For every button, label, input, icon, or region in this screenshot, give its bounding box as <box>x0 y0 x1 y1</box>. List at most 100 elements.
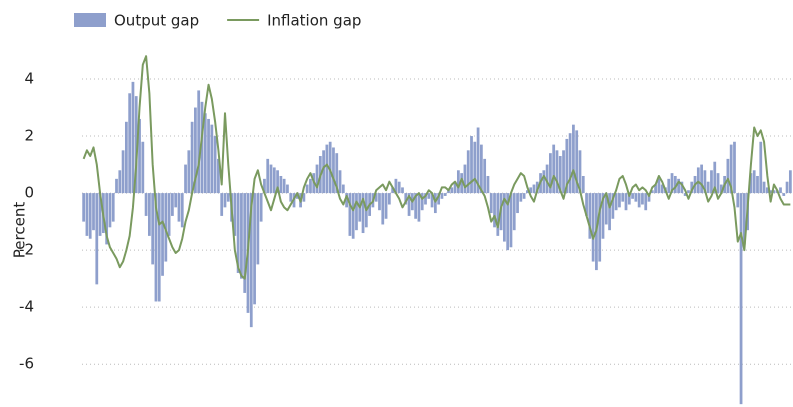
bar <box>322 150 325 194</box>
bar <box>279 175 283 194</box>
bar <box>466 150 470 194</box>
bar <box>151 193 155 265</box>
bar <box>608 193 611 231</box>
bar <box>249 193 253 328</box>
bar <box>118 170 122 194</box>
bar <box>420 193 424 211</box>
legend-label: Inflation gap <box>267 12 361 30</box>
bar <box>618 193 621 208</box>
bar <box>121 150 125 194</box>
bar <box>88 193 92 239</box>
bar <box>203 113 207 194</box>
bar <box>92 193 95 231</box>
bar <box>542 170 546 194</box>
y-tick-label: 0 <box>24 184 34 202</box>
bar <box>115 178 118 194</box>
bar <box>128 93 132 194</box>
bar <box>654 184 657 194</box>
bar <box>522 193 526 199</box>
bar <box>259 193 263 222</box>
bar <box>220 193 224 216</box>
bar <box>637 193 641 208</box>
bar <box>456 170 460 194</box>
bar <box>706 181 710 194</box>
bar <box>785 181 789 194</box>
bar <box>269 164 273 194</box>
bar <box>184 164 187 194</box>
bar <box>417 193 421 222</box>
bar <box>677 178 680 194</box>
bar <box>144 193 148 216</box>
bar <box>401 187 404 194</box>
bar <box>604 193 608 225</box>
bar <box>236 193 240 273</box>
bar <box>680 181 684 194</box>
y-tick-label: -6 <box>19 355 34 373</box>
bar <box>447 190 450 194</box>
bar <box>493 193 496 228</box>
bar <box>217 158 220 194</box>
bar <box>440 193 444 199</box>
bar <box>190 121 194 194</box>
bar <box>621 193 625 202</box>
bar <box>509 193 513 248</box>
y-axis-label: Percent <box>11 202 29 259</box>
bar <box>302 193 306 202</box>
bar <box>427 193 431 199</box>
bar <box>519 193 523 202</box>
bar <box>742 193 746 245</box>
bar <box>124 121 128 194</box>
bar <box>772 190 776 194</box>
bar <box>233 193 237 236</box>
bar <box>453 181 457 194</box>
bar <box>558 156 562 194</box>
bar <box>779 187 782 194</box>
bar <box>437 193 441 205</box>
bar <box>489 193 493 214</box>
bar <box>627 193 631 205</box>
bar <box>404 193 408 205</box>
bar <box>430 193 434 208</box>
bar <box>207 118 210 194</box>
bar <box>289 193 293 202</box>
bar <box>325 144 329 194</box>
legend-label: Output gap <box>114 12 199 30</box>
bar <box>733 141 736 194</box>
bar <box>503 193 506 242</box>
y-tick-label: 2 <box>24 127 34 145</box>
bar <box>213 136 217 194</box>
bar <box>572 124 575 194</box>
bar <box>361 193 365 234</box>
bar <box>631 193 634 199</box>
bar <box>765 187 769 194</box>
bar <box>345 193 348 208</box>
bar <box>381 193 385 225</box>
bar <box>226 193 230 202</box>
bar <box>486 175 490 194</box>
legend-swatch <box>74 13 106 27</box>
line <box>82 55 791 280</box>
bar <box>187 150 191 194</box>
bar <box>726 158 730 194</box>
bar <box>341 184 345 194</box>
bar <box>549 153 552 194</box>
bar <box>752 170 756 194</box>
bar <box>223 193 227 208</box>
bar <box>305 184 309 194</box>
bar <box>378 193 381 211</box>
bar <box>634 193 638 202</box>
bar <box>282 178 286 194</box>
bar <box>759 141 763 194</box>
bar <box>197 90 201 194</box>
bar <box>394 178 398 194</box>
bar <box>526 190 529 194</box>
bar <box>328 141 332 194</box>
bar <box>588 193 592 239</box>
bar <box>315 164 319 194</box>
bar <box>387 193 391 205</box>
bar <box>384 193 388 219</box>
bar <box>568 133 572 194</box>
y-tick-label: -2 <box>19 241 34 259</box>
bar <box>710 170 713 194</box>
bar <box>716 173 720 194</box>
